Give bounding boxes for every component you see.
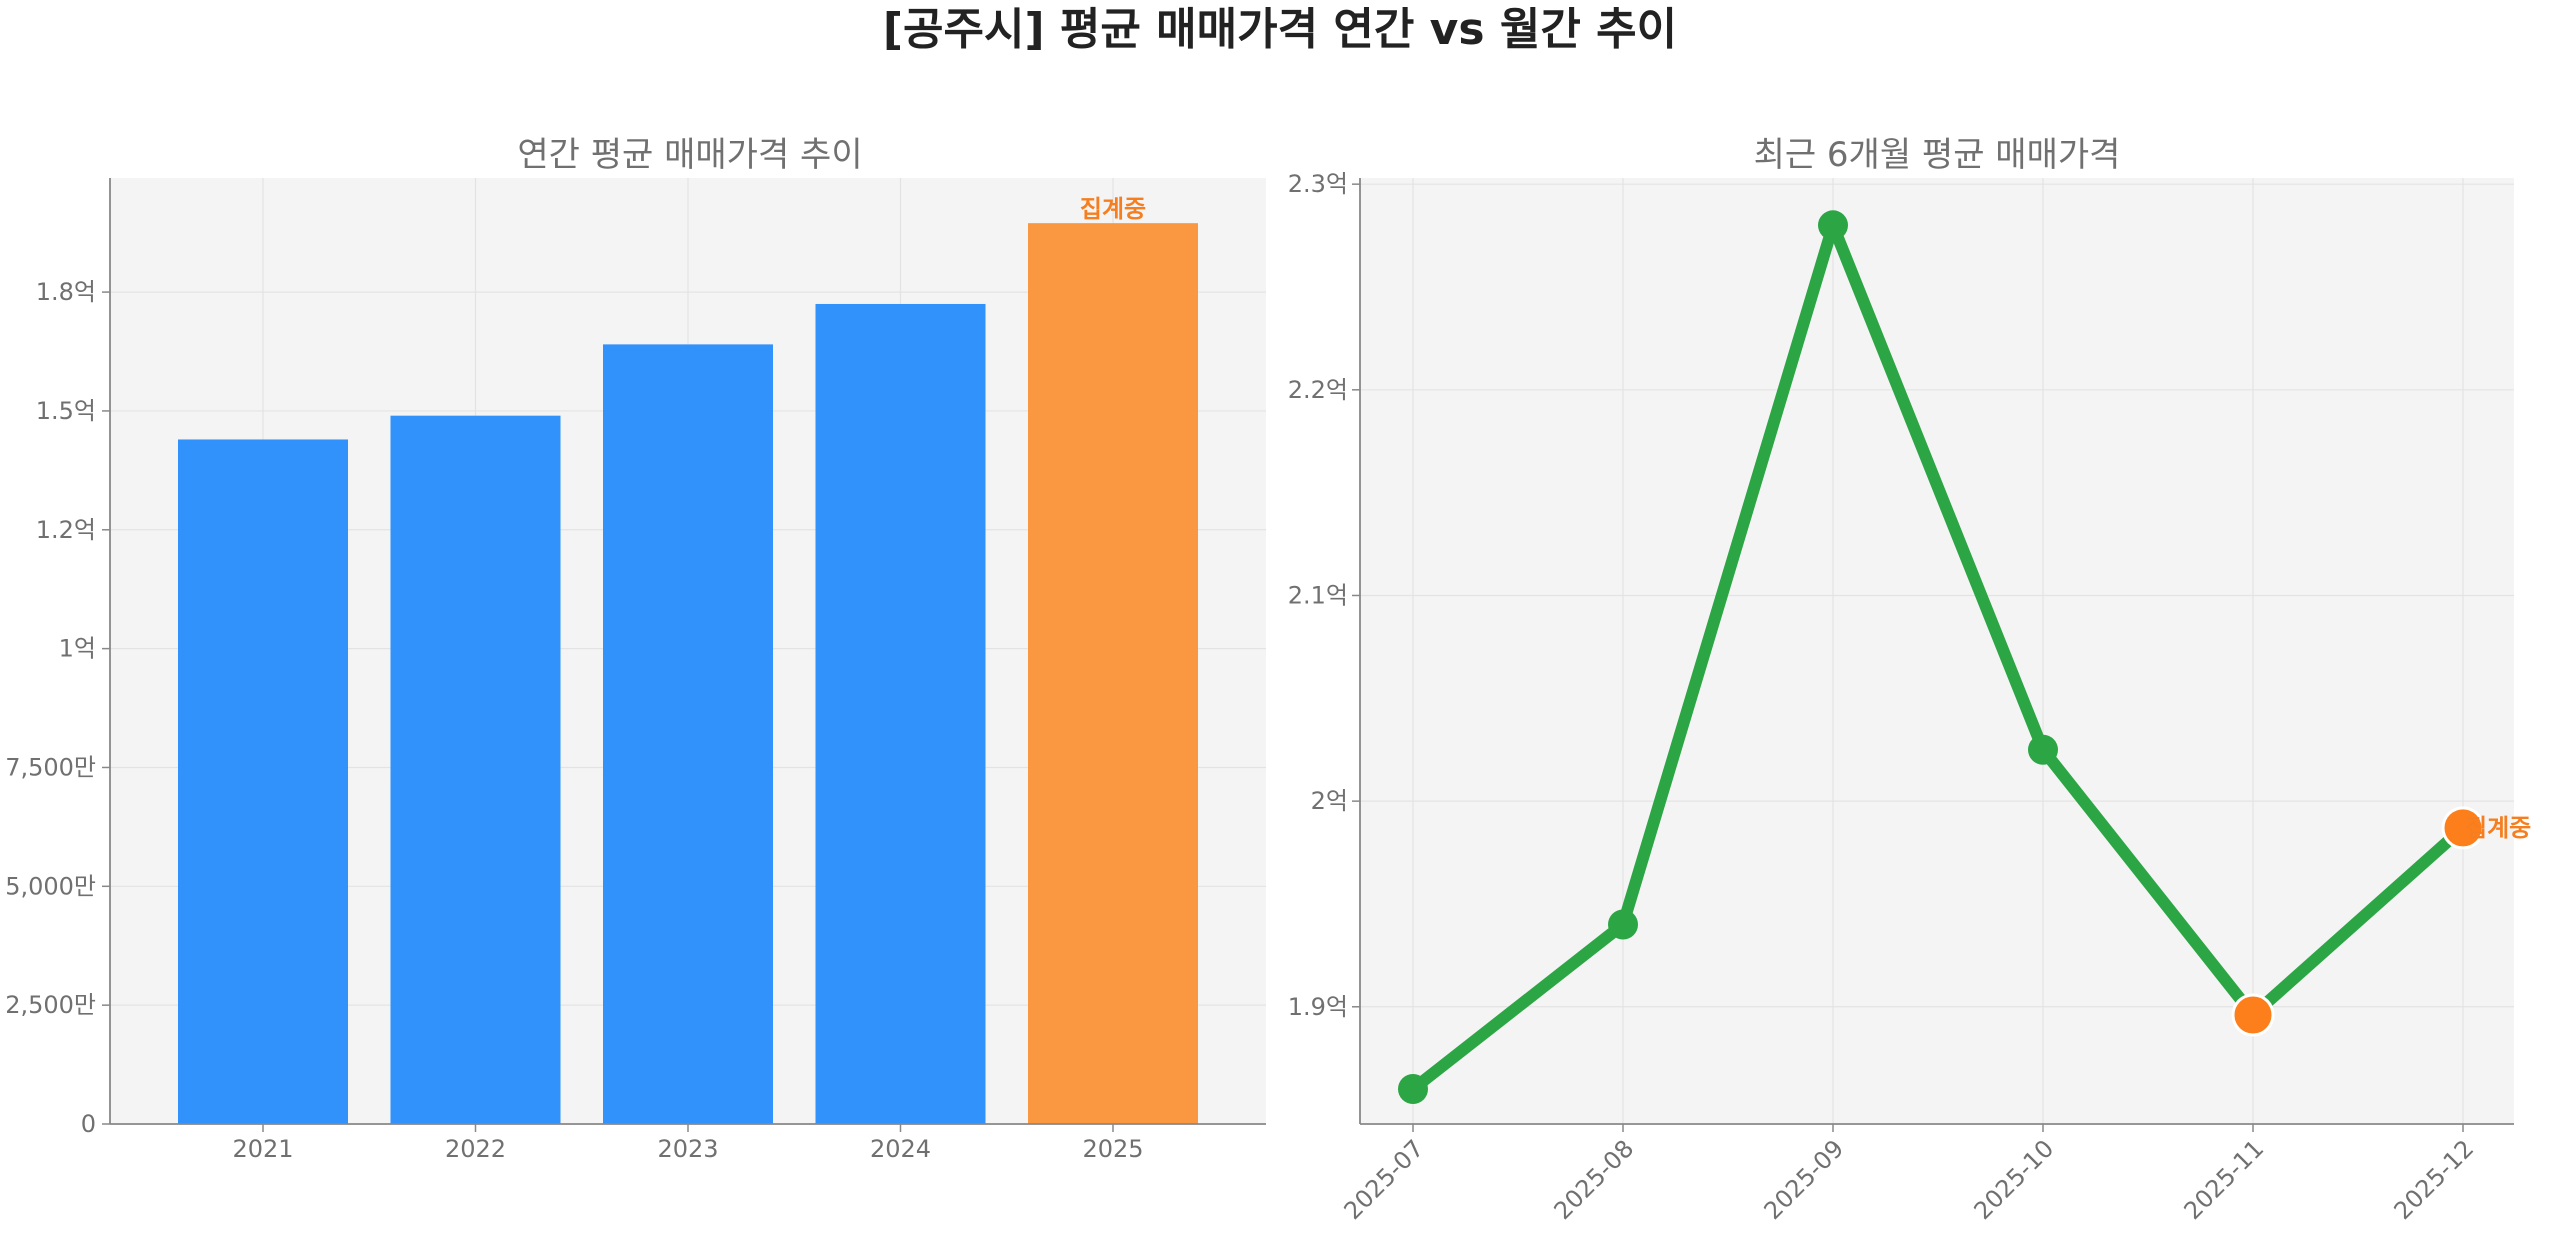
figure-title: [공주시] 평균 매매가격 연간 vs 월간 추이 [883, 4, 1677, 55]
x-tick-label: 2025-11 [2179, 1134, 2270, 1225]
y-tick-label: 2.1억 [1288, 581, 1348, 609]
point-2025-11 [2231, 993, 2275, 1037]
x-tick-label: 2025-07 [1339, 1134, 1430, 1225]
x-tick-label: 2025-12 [2389, 1134, 2480, 1225]
y-tick-label: 1.2억 [36, 516, 96, 544]
monthly-chart-title: 최근 6개월 평균 매매가격 [1754, 135, 2121, 175]
x-tick-label: 2025-09 [1759, 1134, 1850, 1225]
y-tick-label: 1.9억 [1288, 993, 1348, 1021]
bar-2024 [815, 303, 986, 1125]
x-tick-label: 2022 [445, 1135, 506, 1163]
x-tick-label: 2025 [1082, 1135, 1143, 1163]
y-tick-label: 2억 [1311, 787, 1348, 815]
point-2025-07 [1398, 1074, 1428, 1105]
y-tick-label: 2.3억 [1288, 170, 1348, 198]
x-tick-label: 2021 [232, 1135, 293, 1163]
y-tick-label: 7,500만 [5, 753, 96, 781]
point-2025-08 [1608, 909, 1638, 940]
x-tick-label: 2025-10 [1969, 1134, 2060, 1225]
annual-chart-title: 연간 평균 매매가격 추이 [517, 135, 862, 175]
x-tick-label: 2024 [870, 1135, 931, 1163]
point-annotation: 집계중 [2465, 814, 2531, 842]
bar-2022 [390, 415, 561, 1124]
y-tick-label: 1억 [59, 635, 96, 663]
plot-area [1360, 178, 2514, 1124]
x-tick-label: 2023 [657, 1135, 718, 1163]
bar-2021 [178, 439, 348, 1124]
bar-annotation: 집계중 [1080, 195, 1146, 223]
y-tick-label: 0 [81, 1110, 96, 1138]
annual-bar-chart: 연간 평균 매매가격 추이 0 2,500만 5,000만 7,500만 1억 1.2억 1… [5, 135, 1266, 1163]
bar-2023 [603, 344, 773, 1124]
x-tick-label: 2025-08 [1549, 1134, 1640, 1225]
bar-2025 [1028, 223, 1198, 1125]
series-line [1407, 219, 2469, 1096]
y-tick-label: 5,000만 [5, 872, 96, 900]
point-2025-10 [2028, 734, 2058, 765]
y-tick-label: 2.2억 [1288, 376, 1348, 404]
y-tick-label: 2,500만 [5, 991, 96, 1019]
y-tick-label: 1.5억 [36, 397, 96, 425]
y-tick-label: 1.8억 [36, 278, 96, 306]
point-2025-09 [1818, 210, 1848, 241]
point-2025-12 [2441, 806, 2485, 850]
